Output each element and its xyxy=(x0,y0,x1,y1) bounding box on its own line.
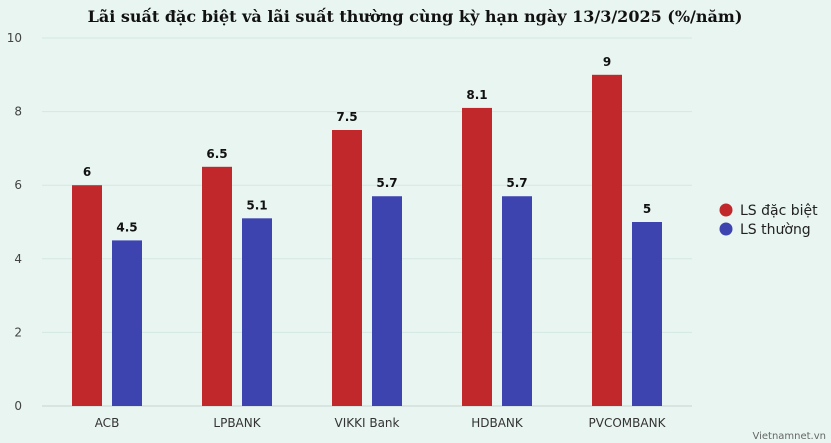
y-tick-label: 10 xyxy=(7,31,22,45)
legend: LS đặc biệt LS thường xyxy=(719,203,818,238)
legend-label: LS thường xyxy=(740,222,811,238)
bar xyxy=(202,166,232,406)
bar xyxy=(462,107,492,407)
legend-marker xyxy=(719,203,733,217)
y-axis-ticks: 0 2 4 6 8 10 xyxy=(7,31,22,413)
bar xyxy=(372,196,402,406)
data-label: 5.1 xyxy=(246,198,267,212)
chart-title: Lãi suất đặc biệt và lãi suất thường cùn… xyxy=(88,7,743,26)
bar xyxy=(72,185,102,406)
y-tick-label: 8 xyxy=(14,105,22,119)
data-label: 8.1 xyxy=(466,88,487,102)
legend-marker xyxy=(719,222,733,236)
x-tick-label: HDBANK xyxy=(471,416,524,430)
y-tick-label: 4 xyxy=(14,252,22,266)
y-tick-label: 2 xyxy=(14,325,22,339)
bar xyxy=(502,196,532,406)
bars xyxy=(72,74,662,407)
legend-label: LS đặc biệt xyxy=(740,203,818,219)
x-tick-label: PVCOMBANK xyxy=(589,416,667,430)
bar xyxy=(332,130,362,406)
data-label: 7.5 xyxy=(336,110,357,124)
y-tick-label: 6 xyxy=(14,178,22,192)
data-label: 6.5 xyxy=(206,147,227,161)
data-labels: 6 4.5 6.5 5.1 7.5 5.7 8.1 5.7 9 5 xyxy=(83,55,651,235)
data-label: 4.5 xyxy=(116,220,137,234)
data-label: 5.7 xyxy=(506,176,527,190)
grid-lines xyxy=(42,37,692,333)
x-tick-label: VIKKI Bank xyxy=(335,416,400,430)
x-tick-label: LPBANK xyxy=(213,416,261,430)
y-tick-label: 0 xyxy=(14,399,22,413)
data-label: 6 xyxy=(83,165,91,179)
source-credit: Vietnamnet.vn xyxy=(752,431,826,442)
bar xyxy=(112,240,142,406)
x-tick-label: ACB xyxy=(95,416,120,430)
data-label: 5 xyxy=(643,202,651,216)
x-axis-ticks: ACB LPBANK VIKKI Bank HDBANK PVCOMBANK xyxy=(95,416,667,430)
bar xyxy=(242,218,272,406)
data-label: 9 xyxy=(603,55,611,69)
data-label: 5.7 xyxy=(376,176,397,190)
bar xyxy=(632,222,662,406)
bar xyxy=(592,74,622,407)
